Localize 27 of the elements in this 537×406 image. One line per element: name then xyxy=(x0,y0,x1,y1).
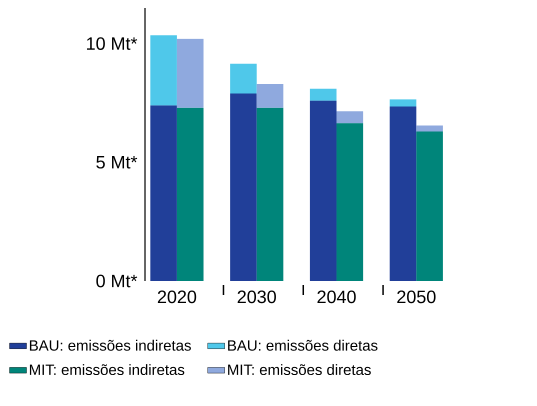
bar xyxy=(230,64,257,94)
bar xyxy=(150,105,177,281)
x-tick-label: 2020 xyxy=(158,290,196,304)
y-tick-label: 0 Mt* xyxy=(96,274,138,288)
legend-label: BAU: emissões indiretas xyxy=(30,340,191,351)
x-tick-label: 2050 xyxy=(397,290,436,304)
legend-label: MIT: emissões indiretas xyxy=(30,364,184,376)
bar xyxy=(336,111,364,124)
bar xyxy=(150,35,177,106)
bar xyxy=(230,93,257,281)
legend-label: MIT: emissões diretas xyxy=(228,364,371,376)
bar xyxy=(256,84,284,108)
y-tick-label: 10 Mt* xyxy=(87,37,138,50)
bar xyxy=(416,131,443,281)
legend-label: BAU: emissões diretas xyxy=(228,340,378,351)
bar xyxy=(390,99,416,107)
bar xyxy=(336,123,364,281)
bar xyxy=(310,100,337,281)
x-tick-label: 2040 xyxy=(317,290,356,304)
bar xyxy=(390,106,416,281)
bar xyxy=(310,88,337,101)
y-tick-label: 5 Mt* xyxy=(96,156,138,169)
bar xyxy=(176,108,204,281)
x-tick-label: 2030 xyxy=(238,290,276,304)
bar xyxy=(416,126,443,132)
bar xyxy=(176,38,204,108)
bar xyxy=(256,108,284,281)
